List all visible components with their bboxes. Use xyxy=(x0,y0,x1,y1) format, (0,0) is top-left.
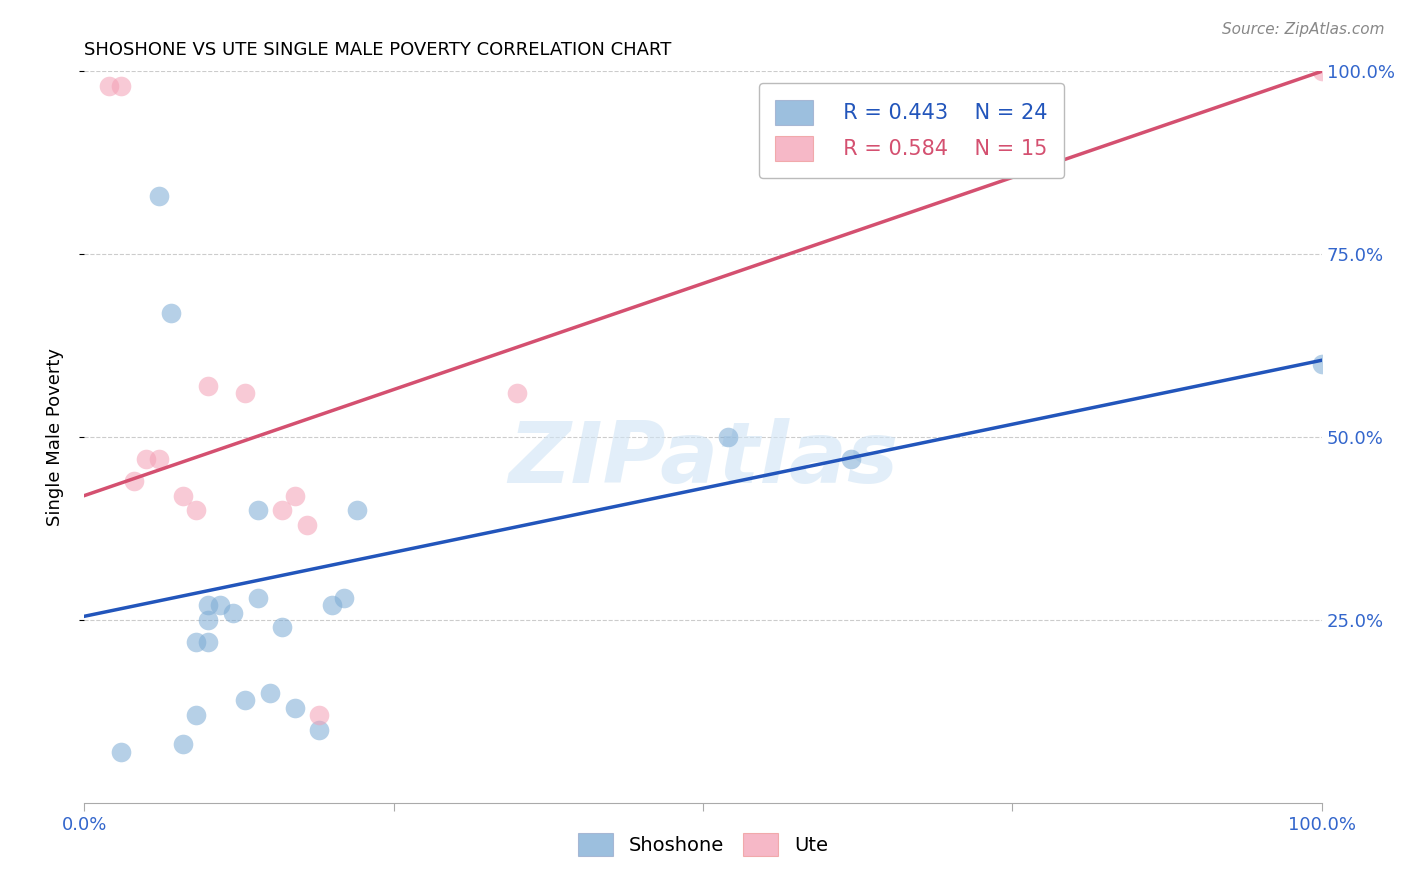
Point xyxy=(122,474,145,488)
Point xyxy=(172,489,194,503)
Point xyxy=(172,737,194,751)
Point xyxy=(148,188,170,202)
Point xyxy=(98,78,121,93)
Point xyxy=(110,745,132,759)
Point xyxy=(110,78,132,93)
Point xyxy=(333,591,356,605)
Point xyxy=(233,386,256,401)
Point xyxy=(346,503,368,517)
Point xyxy=(259,686,281,700)
Point xyxy=(184,708,207,723)
Point xyxy=(160,306,183,320)
Point xyxy=(284,700,307,714)
Y-axis label: Single Male Poverty: Single Male Poverty xyxy=(45,348,63,526)
Point xyxy=(135,452,157,467)
Point xyxy=(308,723,330,737)
Point xyxy=(222,606,245,620)
Point xyxy=(246,591,269,605)
Point xyxy=(1310,64,1333,78)
Point xyxy=(197,379,219,393)
Text: SHOSHONE VS UTE SINGLE MALE POVERTY CORRELATION CHART: SHOSHONE VS UTE SINGLE MALE POVERTY CORR… xyxy=(84,41,672,59)
Point xyxy=(321,599,343,613)
Text: Source: ZipAtlas.com: Source: ZipAtlas.com xyxy=(1222,22,1385,37)
Point xyxy=(246,503,269,517)
Legend: Shoshone, Ute: Shoshone, Ute xyxy=(568,823,838,866)
Point xyxy=(295,517,318,532)
Point xyxy=(308,708,330,723)
Point xyxy=(506,386,529,401)
Point xyxy=(1310,357,1333,371)
Point xyxy=(184,503,207,517)
Point xyxy=(271,620,294,634)
Text: ZIPatlas: ZIPatlas xyxy=(508,417,898,500)
Point xyxy=(148,452,170,467)
Point xyxy=(209,599,232,613)
Point xyxy=(233,693,256,707)
Point xyxy=(271,503,294,517)
Point xyxy=(284,489,307,503)
Point xyxy=(184,635,207,649)
Point xyxy=(717,430,740,444)
Point xyxy=(197,635,219,649)
Point xyxy=(197,599,219,613)
Point xyxy=(197,613,219,627)
Point xyxy=(841,452,863,467)
